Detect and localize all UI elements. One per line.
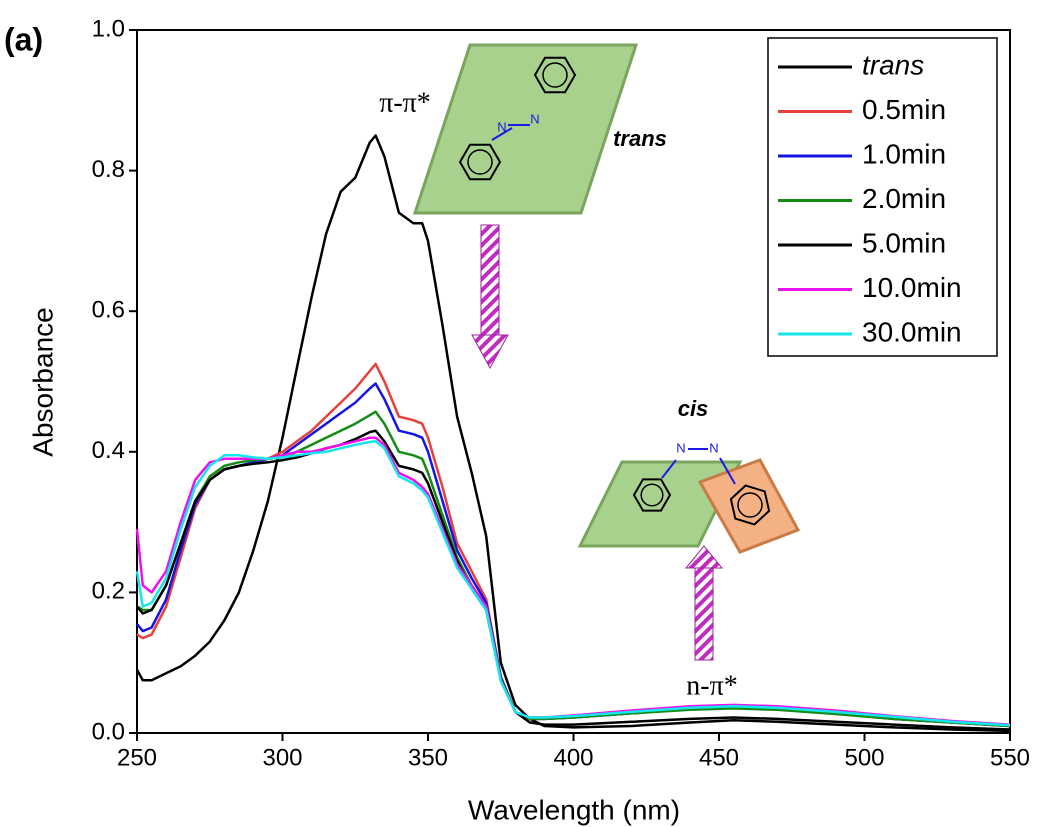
series-line [136,362,1011,728]
azo-bond [719,457,736,485]
series-line [135,436,1011,726]
series-line [136,429,1011,731]
annotation: trans [613,126,667,151]
benzene-ring [458,143,502,181]
legend-label: 2.0min [862,183,946,214]
annotation: N [709,440,718,455]
azo-bond [491,127,513,141]
x-tick-label: 550 [990,744,1030,771]
benzene-ring [533,56,577,94]
y-tick-label: 0.8 [92,156,125,183]
benzene-ring [632,478,672,512]
y-axis-label: Absorbance [27,307,58,456]
benzene-ring-inner [542,62,568,88]
annotation: π-π* [379,87,431,118]
x-tick-label: 500 [844,744,884,771]
legend-label: 30.0min [862,316,962,347]
x-tick-label: 350 [408,744,448,771]
annotation: (a) [4,21,43,57]
trans-diagram [412,43,639,370]
y-tick-label: 0.0 [92,718,125,745]
benzene-ring-inner [737,492,763,518]
legend-label: trans [862,49,924,80]
legend-label: 0.5min [862,94,946,125]
legend-label: 5.0min [862,227,946,258]
annotation: n-π* [686,670,737,701]
x-tick-label: 250 [117,744,157,771]
series-line [136,410,1011,728]
benzene-ring-inner [467,149,493,175]
x-tick-label: 300 [262,744,302,771]
annotation: N [497,119,506,134]
series-line [135,134,1011,733]
cis-diagram [577,458,801,661]
x-tick-label: 450 [699,744,739,771]
series-line [136,382,1011,728]
y-tick-label: 0.4 [92,437,125,464]
legend-label: 1.0min [862,138,946,169]
azo-bond [661,459,677,479]
legend-label: 10.0min [862,272,962,303]
legend-box [767,37,998,357]
y-tick-label: 0.6 [92,297,125,324]
annotation: N [530,111,539,126]
benzene-ring-inner [640,483,664,507]
y-tick-label: 1.0 [92,15,125,42]
y-tick-label: 0.2 [92,578,125,605]
x-axis-label: Wavelength (nm) [468,794,680,825]
x-tick-label: 400 [553,744,593,771]
benzene-ring [729,484,771,526]
annotation: N [676,440,685,455]
series-line [135,440,1011,727]
annotation: cis [678,396,709,421]
